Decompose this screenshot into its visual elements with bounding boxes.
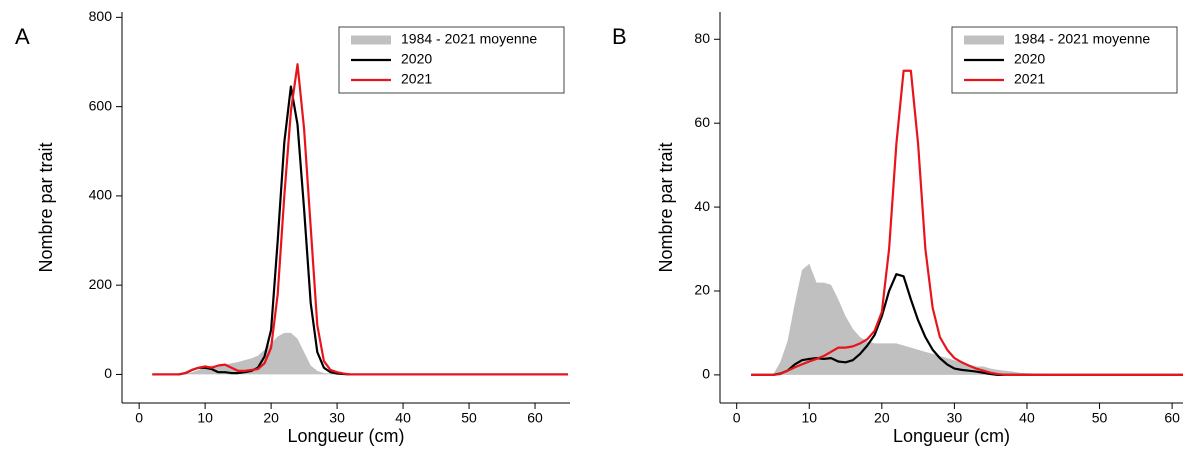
x-axis-label: Longueur (cm) bbox=[893, 426, 1010, 446]
y-tick-label: 600 bbox=[89, 97, 113, 113]
x-tick-label: 0 bbox=[135, 410, 143, 426]
y-tick-label: 800 bbox=[89, 8, 113, 24]
x-tick-label: 10 bbox=[197, 410, 213, 426]
y-axis-label: Nombre par trait bbox=[36, 142, 56, 272]
x-tick-label: 30 bbox=[947, 410, 963, 426]
legend-label: 2020 bbox=[1014, 51, 1045, 67]
legend-label: 2021 bbox=[1014, 71, 1045, 87]
x-tick-label: 50 bbox=[1092, 410, 1108, 426]
panel: B 0 20 40 60 80 0 10 20 30 40 50 60 Longueur (cm) Nomb… bbox=[612, 12, 1183, 446]
y-axis-label: Nombre par trait bbox=[656, 142, 676, 272]
y-tick-label: 0 bbox=[702, 366, 710, 382]
line bbox=[152, 85, 569, 376]
legend-label: 2021 bbox=[401, 71, 432, 87]
x-tick-label: 40 bbox=[395, 410, 411, 426]
legend-label: 1984 - 2021 moyenne bbox=[1014, 31, 1150, 47]
y-tick-label: 80 bbox=[694, 30, 710, 46]
y-tick-label: 400 bbox=[89, 187, 113, 203]
x-tick-label: 20 bbox=[874, 410, 890, 426]
x-tick-label: 20 bbox=[263, 410, 279, 426]
y-tick-label: 200 bbox=[89, 276, 113, 292]
x-tick-label: 60 bbox=[1164, 410, 1180, 426]
panel: A 0 200 400 600 800 0 10 20 30 40 50 60 Longueur (cm)… bbox=[15, 8, 570, 446]
x-tick-label: 30 bbox=[329, 410, 345, 426]
line bbox=[152, 63, 569, 376]
x-tick-label: 60 bbox=[527, 410, 543, 426]
x-tick-label: 50 bbox=[461, 410, 477, 426]
area bbox=[152, 332, 569, 375]
x-axis-label: Longueur (cm) bbox=[287, 426, 404, 446]
y-tick-label: 20 bbox=[694, 282, 710, 298]
x-tick-label: 0 bbox=[733, 410, 741, 426]
area bbox=[751, 263, 1183, 375]
x-tick-label: 40 bbox=[1019, 410, 1035, 426]
panel-label: B bbox=[612, 24, 627, 49]
y-tick-label: 0 bbox=[104, 365, 112, 381]
y-tick-label: 60 bbox=[694, 114, 710, 130]
y-tick-label: 40 bbox=[694, 198, 710, 214]
line bbox=[751, 69, 1183, 376]
panel-label: A bbox=[15, 24, 30, 49]
legend-label: 1984 - 2021 moyenne bbox=[401, 31, 537, 47]
x-tick-label: 10 bbox=[801, 410, 817, 426]
legend-label: 2020 bbox=[401, 51, 432, 67]
